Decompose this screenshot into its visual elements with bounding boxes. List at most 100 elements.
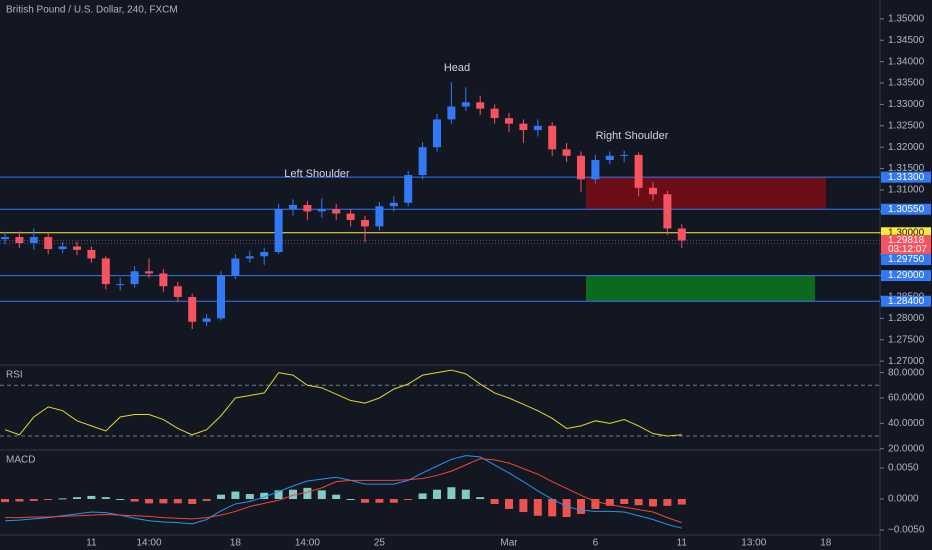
histogram-bar: [87, 495, 96, 500]
histogram-bar: [101, 497, 110, 500]
histogram-bar: [677, 499, 686, 505]
level-label-box: [881, 295, 931, 307]
histogram-bar: [620, 499, 629, 504]
histogram-bar: [159, 499, 168, 504]
histogram-bar: [649, 499, 657, 507]
y-tick-label: 1.27500: [888, 334, 925, 345]
x-tick-label: 6: [593, 538, 599, 549]
candle-body: [577, 155, 585, 180]
histogram-bar: [447, 487, 456, 500]
candle-body: [145, 271, 153, 274]
zone: [586, 275, 815, 302]
histogram-bar: [188, 499, 197, 504]
histogram-bar: [116, 499, 125, 501]
candle-body: [1, 237, 9, 240]
candle-body: [476, 102, 485, 109]
candle-body: [433, 119, 441, 148]
level-label: 1.29000: [888, 270, 925, 281]
level-label-box: [881, 203, 931, 215]
x-tick-label: 18: [230, 538, 242, 549]
candle-body: [87, 249, 96, 259]
x-tick-label: 14:00: [295, 538, 320, 549]
y-tick-label: 1.32500: [888, 120, 925, 131]
histogram-bar: [490, 499, 499, 504]
histogram-bar: [533, 499, 542, 516]
x-tick-label: 14:00: [136, 538, 161, 549]
candle-body: [116, 284, 125, 286]
histogram-bar: [591, 499, 600, 509]
y-tick-label: 1.35000: [888, 13, 925, 24]
y-tick-label: 1.33500: [888, 78, 925, 89]
histogram-bar: [73, 497, 81, 500]
histogram-bar: [1, 499, 9, 503]
panel-title: RSI: [6, 370, 23, 381]
histogram-bar: [375, 499, 384, 503]
histogram-bar: [519, 499, 528, 513]
rsi-line: [4, 369, 682, 437]
level-label-box: [881, 270, 931, 282]
level-label-box: [881, 227, 931, 239]
x-tick-label: 11: [86, 538, 97, 549]
y-tick-label: 1.31500: [888, 163, 925, 174]
histogram-bar: [317, 490, 326, 500]
level-label: 1.30550: [888, 204, 925, 215]
candle-body: [15, 237, 24, 244]
candle-body: [649, 187, 657, 195]
candle-body: [130, 271, 139, 285]
histogram-bar: [130, 499, 139, 502]
candle-body: [533, 125, 542, 131]
candle-body: [375, 206, 384, 227]
y-tick-label: 1.32000: [888, 142, 925, 153]
histogram-bar: [663, 499, 672, 506]
y-tick-label: 1.34500: [888, 35, 925, 46]
candle-body: [461, 102, 470, 107]
y-tick-label: 20.0000: [888, 443, 925, 454]
histogram-bar: [332, 494, 341, 500]
histogram-bar: [346, 499, 355, 501]
histogram-bar: [634, 499, 643, 506]
candle-body: [29, 237, 38, 244]
candle-body: [562, 149, 571, 156]
level-label: 1.28400: [888, 296, 925, 307]
histogram-bar: [274, 490, 283, 500]
candle-body: [217, 275, 225, 319]
candle-body: [605, 155, 614, 161]
histogram-bar: [404, 499, 413, 501]
y-tick-label: 0.0000: [888, 494, 919, 505]
candle-body: [245, 256, 254, 259]
annotation: Left Shoulder: [284, 168, 350, 180]
x-tick-label: 18: [820, 538, 832, 549]
histogram-bar: [303, 487, 312, 500]
price-label-box: [881, 254, 931, 266]
price-label-box: [881, 235, 931, 256]
histogram-bar: [217, 494, 225, 500]
candle-body: [231, 258, 240, 276]
histogram-bar: [245, 494, 254, 500]
annotation: Right Shoulder: [596, 130, 669, 142]
y-tick-label: 0.0050: [888, 463, 919, 474]
histogram-bar: [562, 499, 571, 518]
candle-body: [620, 154, 629, 156]
histogram-bar: [605, 499, 614, 506]
histogram-bar: [461, 489, 470, 500]
candle-body: [634, 154, 643, 188]
y-tick-label: 1.28000: [888, 313, 925, 324]
y-tick-label: −0.0050: [888, 525, 925, 536]
candle-body: [677, 228, 686, 241]
x-tick-label: Mar: [500, 538, 518, 549]
countdown: 03:12:07: [888, 244, 927, 255]
candle-body: [591, 160, 600, 180]
histogram-bar: [433, 489, 441, 500]
y-tick-label: 60.0000: [888, 393, 925, 404]
y-tick-label: 1.34000: [888, 56, 925, 67]
x-tick-label: 11: [677, 538, 688, 549]
level-label-box: [881, 171, 931, 183]
candle-body: [418, 147, 427, 176]
candle-body: [447, 106, 456, 120]
candle-body: [101, 258, 110, 285]
histogram-bar: [202, 499, 211, 501]
candle-body: [346, 213, 355, 220]
candle-body: [202, 318, 211, 322]
candle-body: [289, 204, 297, 210]
